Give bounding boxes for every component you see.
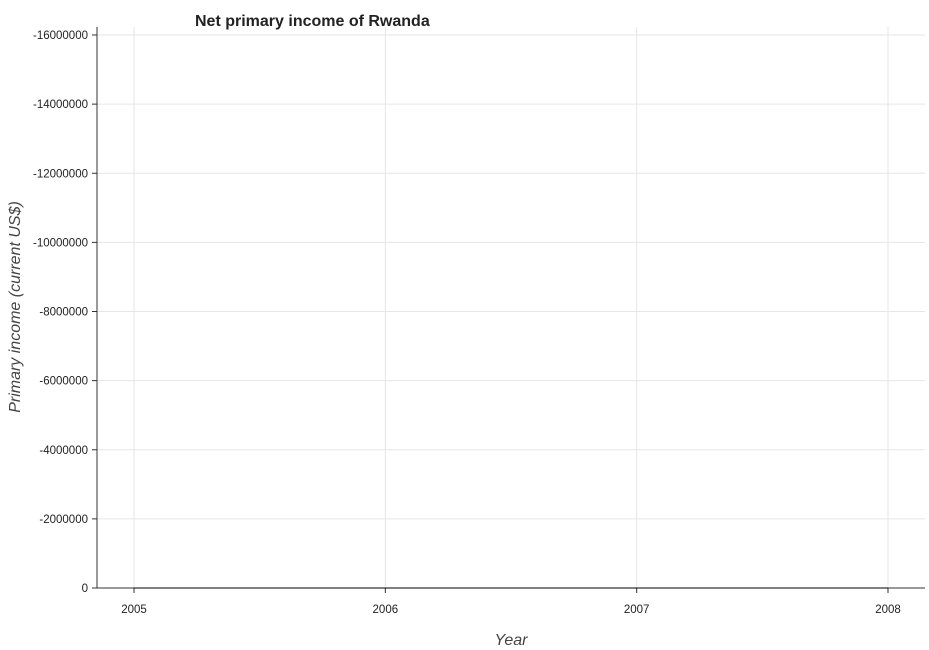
x-tick-label: 2006	[373, 604, 399, 616]
x-tick-label: 2008	[875, 604, 901, 616]
axes	[96, 27, 925, 589]
y-tick-label: -2000000	[39, 514, 88, 526]
y-tick-label: 0	[82, 583, 88, 595]
x-tick-label: 2005	[121, 604, 147, 616]
y-tick-label: -12000000	[33, 168, 88, 180]
y-tick-label: -14000000	[33, 99, 88, 111]
x-axis-label: Year	[495, 632, 529, 649]
x-ticks: 2005 2006 2007 2008	[121, 588, 901, 616]
y-tick-label: -8000000	[39, 307, 88, 319]
y-axis-label: Primary income (current US$)	[7, 201, 24, 413]
chart-title: Net primary income of Rwanda	[195, 13, 430, 30]
y-ticks: 0 -2000000 -4000000 -6000000 -8000000 -100000…	[33, 30, 97, 595]
y-tick-label: -6000000	[39, 376, 88, 388]
y-tick-label: -10000000	[33, 237, 88, 249]
grid	[97, 27, 925, 589]
y-tick-label: -16000000	[33, 30, 88, 42]
x-tick-label: 2007	[624, 604, 650, 616]
y-tick-label: -4000000	[39, 445, 88, 457]
